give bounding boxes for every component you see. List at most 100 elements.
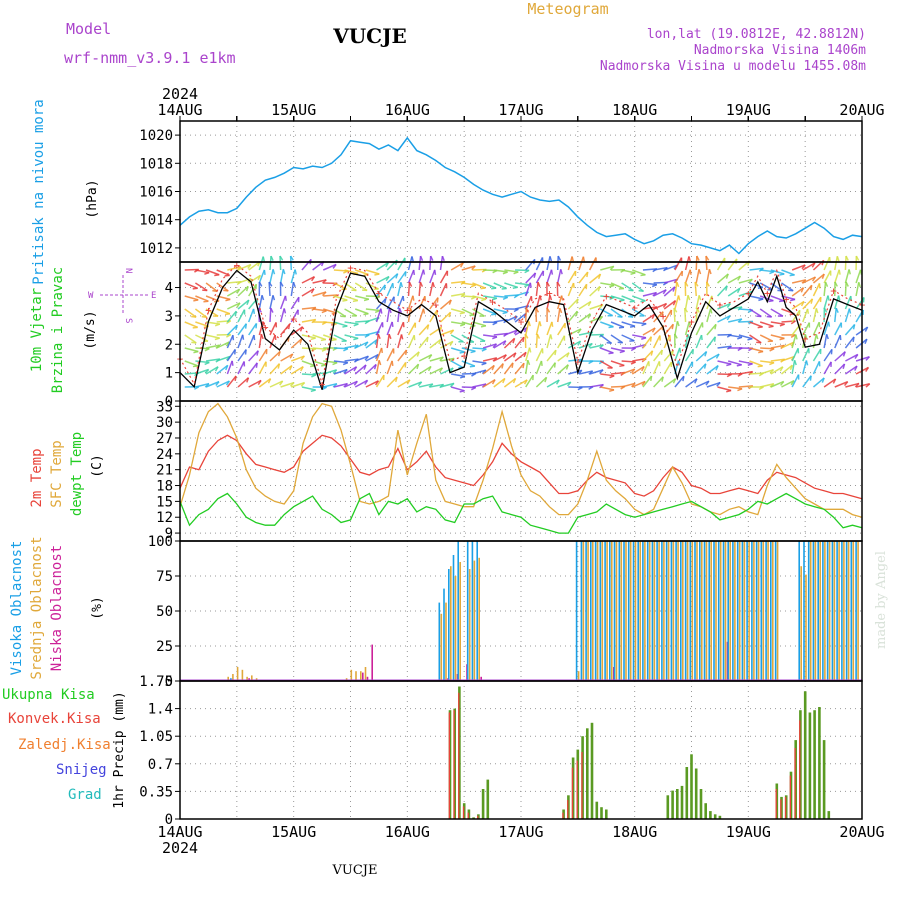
wind-arrow: [365, 282, 379, 290]
wind-arrow: [610, 321, 625, 328]
wind-arrow-head: [854, 365, 858, 371]
wind-arrow-head: [292, 281, 296, 288]
wind-arrow: [216, 380, 230, 388]
wind-arrow-head: [609, 284, 615, 288]
wind-arrow-head: [272, 295, 276, 301]
wind-arrow: [706, 323, 717, 336]
wind-arrow: [567, 340, 581, 349]
y-tick-label: 1020: [139, 128, 173, 144]
wind-arrow: [279, 295, 287, 310]
wind-arrow: [621, 368, 636, 375]
wind-arrow: [439, 282, 448, 297]
wind-arrow: [237, 377, 249, 388]
wind-arrow-head: [546, 281, 550, 287]
wind-arrow: [738, 290, 753, 297]
wind-arrow-head: [261, 295, 265, 301]
wind-arrow-head: [661, 376, 664, 382]
gust-marker: +: [717, 299, 724, 312]
wind-arrow-head: [577, 328, 582, 334]
wind-arrow: [514, 326, 528, 336]
wind-arrow: [323, 308, 337, 314]
wind-arrow: [418, 295, 426, 310]
wind-arrow: [663, 323, 674, 336]
wind-arrow: [812, 273, 825, 284]
wind-arrow: [216, 341, 230, 349]
wind-arrow-head: [523, 351, 527, 358]
wind-arrow: [365, 339, 378, 349]
wind-arrow-head: [758, 298, 764, 302]
wind-unit: (m/s): [83, 310, 98, 349]
wind-arrow-head: [550, 269, 554, 275]
wind-arrow-head: [257, 275, 262, 281]
wind-arrow-head: [672, 286, 676, 292]
wind-arrow-head: [835, 307, 839, 313]
wind-arrow: [621, 382, 636, 388]
wind-arrow-head: [789, 364, 794, 371]
precip-total-bar: [605, 809, 608, 819]
time-label-bottom: 20AUG: [839, 823, 884, 841]
cloud-mid-label: Srednja Oblacnost: [29, 536, 45, 679]
wind-arrow: [237, 334, 244, 349]
cloud-mid-bar: [696, 541, 698, 681]
precip-total-bar: [472, 817, 475, 819]
wind-arrow: [663, 349, 674, 362]
cloud-mid-bar: [843, 541, 845, 681]
wind-arrow-head: [557, 255, 562, 261]
wind-arrow: [365, 316, 380, 323]
wind-arrow: [418, 269, 425, 284]
cloud-high-bar: [717, 541, 720, 681]
wind-arrow-head: [268, 281, 273, 287]
wind-arrow: [844, 269, 850, 284]
wind-arrow: [759, 334, 774, 342]
cloud-high-label: Visoka Oblacnost: [9, 541, 25, 676]
cloud-mid-bar: [611, 541, 613, 681]
wind-arrow: [728, 334, 743, 339]
cloud-mid-bar: [805, 574, 807, 681]
precip-snow-label: Snijeg: [56, 762, 107, 778]
wind-arrow: [472, 321, 487, 327]
wind-arrow: [791, 279, 806, 284]
cloud-high-bar: [732, 541, 734, 681]
wind-arrow: [568, 328, 582, 336]
wind-arrow: [514, 351, 527, 362]
wind-arrow-head: [427, 366, 432, 372]
wind-arrow-head: [270, 307, 274, 313]
wind-arrow: [269, 380, 284, 388]
wind-arrow: [578, 300, 592, 310]
wind-arrow-head: [769, 348, 775, 352]
wind-arrow: [301, 288, 315, 297]
wind-arrow: [407, 269, 415, 284]
wind-arrow: [759, 295, 774, 302]
wind-arrow-head: [419, 281, 424, 287]
wind-arrow: [589, 344, 604, 349]
wind-arrow: [397, 295, 404, 310]
wind-arrow-head: [780, 381, 785, 386]
cloud-high-bar: [466, 541, 469, 681]
wind-arrow-head: [226, 320, 232, 325]
cloud-high-bar: [703, 541, 706, 681]
wind-arrow-head: [650, 350, 654, 356]
wind-arrow: [760, 360, 775, 364]
wind-arrow: [589, 257, 597, 271]
cloud-high-bar: [684, 541, 687, 681]
wind-arrow: [695, 380, 710, 388]
wind-arrow: [312, 360, 327, 366]
coords-label: lon,lat (19.0812E, 42.8812N): [647, 27, 866, 42]
temp-sfc-label: SFC Temp: [49, 440, 65, 507]
gust-marker: +: [783, 293, 790, 306]
precip-conv-bar: [775, 789, 777, 819]
wind-arrow: [386, 308, 391, 323]
wind-arrow: [354, 364, 367, 375]
wind-arrow: [525, 347, 531, 362]
wind-arrow-head: [522, 336, 525, 343]
wind-arrow: [674, 295, 680, 310]
wind-arrow: [482, 308, 497, 315]
cloud-mid-bar: [724, 541, 727, 681]
wind-arrow-head: [363, 313, 369, 316]
wind-arrow: [323, 360, 338, 364]
wind-arrow-head: [511, 362, 514, 368]
wind-arrow-head: [279, 380, 284, 386]
cloud-mid-bar: [800, 566, 802, 681]
wind-arrow-head: [528, 321, 531, 327]
wind-arrow-head: [512, 338, 516, 344]
